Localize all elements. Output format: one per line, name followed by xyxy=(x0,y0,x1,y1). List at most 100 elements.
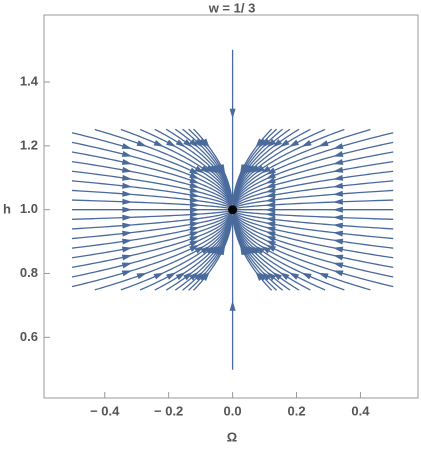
stream-arrow xyxy=(189,186,200,193)
stream-arrow xyxy=(121,143,133,149)
streamline xyxy=(232,214,394,288)
stream-arrow xyxy=(265,221,276,228)
stream-arrow xyxy=(265,211,276,218)
streamline xyxy=(232,132,394,206)
stream-arrow xyxy=(265,182,276,188)
streamline xyxy=(232,128,371,205)
x-tick-label: 0.0 xyxy=(224,403,242,418)
streamline xyxy=(71,151,233,207)
stream-arrow xyxy=(332,230,344,237)
frame xyxy=(43,14,419,399)
stream-arrow xyxy=(189,231,200,238)
stream-arrow xyxy=(198,271,207,281)
stream-arrow xyxy=(239,164,247,175)
stream-arrow xyxy=(265,201,276,208)
x-axis-label: Ω xyxy=(227,429,237,444)
streamline xyxy=(71,211,233,249)
stream-arrow xyxy=(201,138,210,149)
streamline xyxy=(232,209,394,220)
stream-arrow xyxy=(265,216,276,223)
stream-arrow xyxy=(121,174,133,181)
stream-arrow xyxy=(121,254,133,261)
stream-arrow xyxy=(229,300,236,311)
streamline xyxy=(232,217,300,291)
stream-arrow xyxy=(265,206,276,213)
streamline xyxy=(71,211,233,240)
stream-arrow xyxy=(194,271,204,281)
stream-arrow xyxy=(166,272,177,280)
stream-arrow xyxy=(189,172,200,180)
stream-arrow xyxy=(122,214,133,221)
stream-arrow xyxy=(218,164,226,175)
stream-arrow xyxy=(332,158,344,165)
stream-arrow xyxy=(265,186,276,193)
streamline xyxy=(71,189,233,209)
stream-arrow xyxy=(121,262,133,269)
stream-arrow xyxy=(175,139,186,148)
streamline xyxy=(71,141,233,206)
x-tick-label: − 0.2 xyxy=(154,403,183,418)
y-tick-label: 0.6 xyxy=(20,329,38,344)
streamline xyxy=(232,199,394,210)
stream-arrow xyxy=(266,138,277,148)
stream-arrow xyxy=(189,167,200,175)
stream-arrow xyxy=(194,165,205,174)
streamline xyxy=(120,128,233,204)
stream-arrow xyxy=(318,272,329,280)
stream-arrow xyxy=(318,140,329,147)
stream-arrow xyxy=(255,138,264,149)
stream-arrow xyxy=(183,271,193,281)
stream-arrow xyxy=(265,167,276,175)
stream-arrow xyxy=(205,245,215,255)
stream-arrow xyxy=(279,272,290,281)
stream-arrow xyxy=(272,271,283,281)
stream-arrow xyxy=(189,201,201,208)
stream-arrow xyxy=(332,254,344,261)
stream-arrow xyxy=(189,271,199,281)
chart-title: w = 1/ 3 xyxy=(208,0,256,15)
stream-arrow xyxy=(332,174,344,181)
stream-arrow xyxy=(332,166,344,173)
stream-arrow xyxy=(189,191,200,198)
stream-arrow xyxy=(332,214,343,221)
stream-arrow xyxy=(166,139,177,148)
stream-arrow xyxy=(250,245,261,255)
stream-arrow xyxy=(265,226,276,233)
streamline xyxy=(71,214,233,288)
streamline xyxy=(232,180,394,209)
x-tick-label: 0.2 xyxy=(287,403,305,418)
streamline xyxy=(232,189,394,209)
stream-arrow xyxy=(189,182,200,188)
stream-arrow xyxy=(190,206,201,213)
stream-arrow xyxy=(153,272,164,280)
streamline xyxy=(154,128,233,203)
x-tick-label: − 0.4 xyxy=(90,403,120,418)
streamline xyxy=(232,216,326,291)
stream-arrow xyxy=(332,222,344,229)
streamline xyxy=(232,128,311,203)
streamline xyxy=(71,209,233,220)
stream-arrow xyxy=(333,270,344,277)
streamline xyxy=(232,213,394,269)
stream-arrow xyxy=(122,230,133,237)
stream-arrow xyxy=(288,272,300,280)
streamline xyxy=(232,210,394,230)
stream-arrow xyxy=(213,164,222,175)
stream-arrow xyxy=(194,245,205,254)
stream-arrow xyxy=(332,206,343,213)
stream-arrow xyxy=(265,172,276,180)
streamline xyxy=(71,132,233,206)
streamline xyxy=(232,211,394,249)
streamline xyxy=(94,128,233,205)
y-tick-label: 0.8 xyxy=(20,265,38,280)
stream-arrow xyxy=(332,190,344,197)
stream-arrow xyxy=(136,272,147,280)
stream-arrow xyxy=(121,151,133,157)
stream-arrow xyxy=(121,270,133,277)
stream-arrow xyxy=(175,272,186,281)
stream-arrow xyxy=(332,238,344,245)
streamline xyxy=(139,216,233,291)
stream-arrow xyxy=(194,138,204,148)
stream-arrow xyxy=(153,139,164,147)
